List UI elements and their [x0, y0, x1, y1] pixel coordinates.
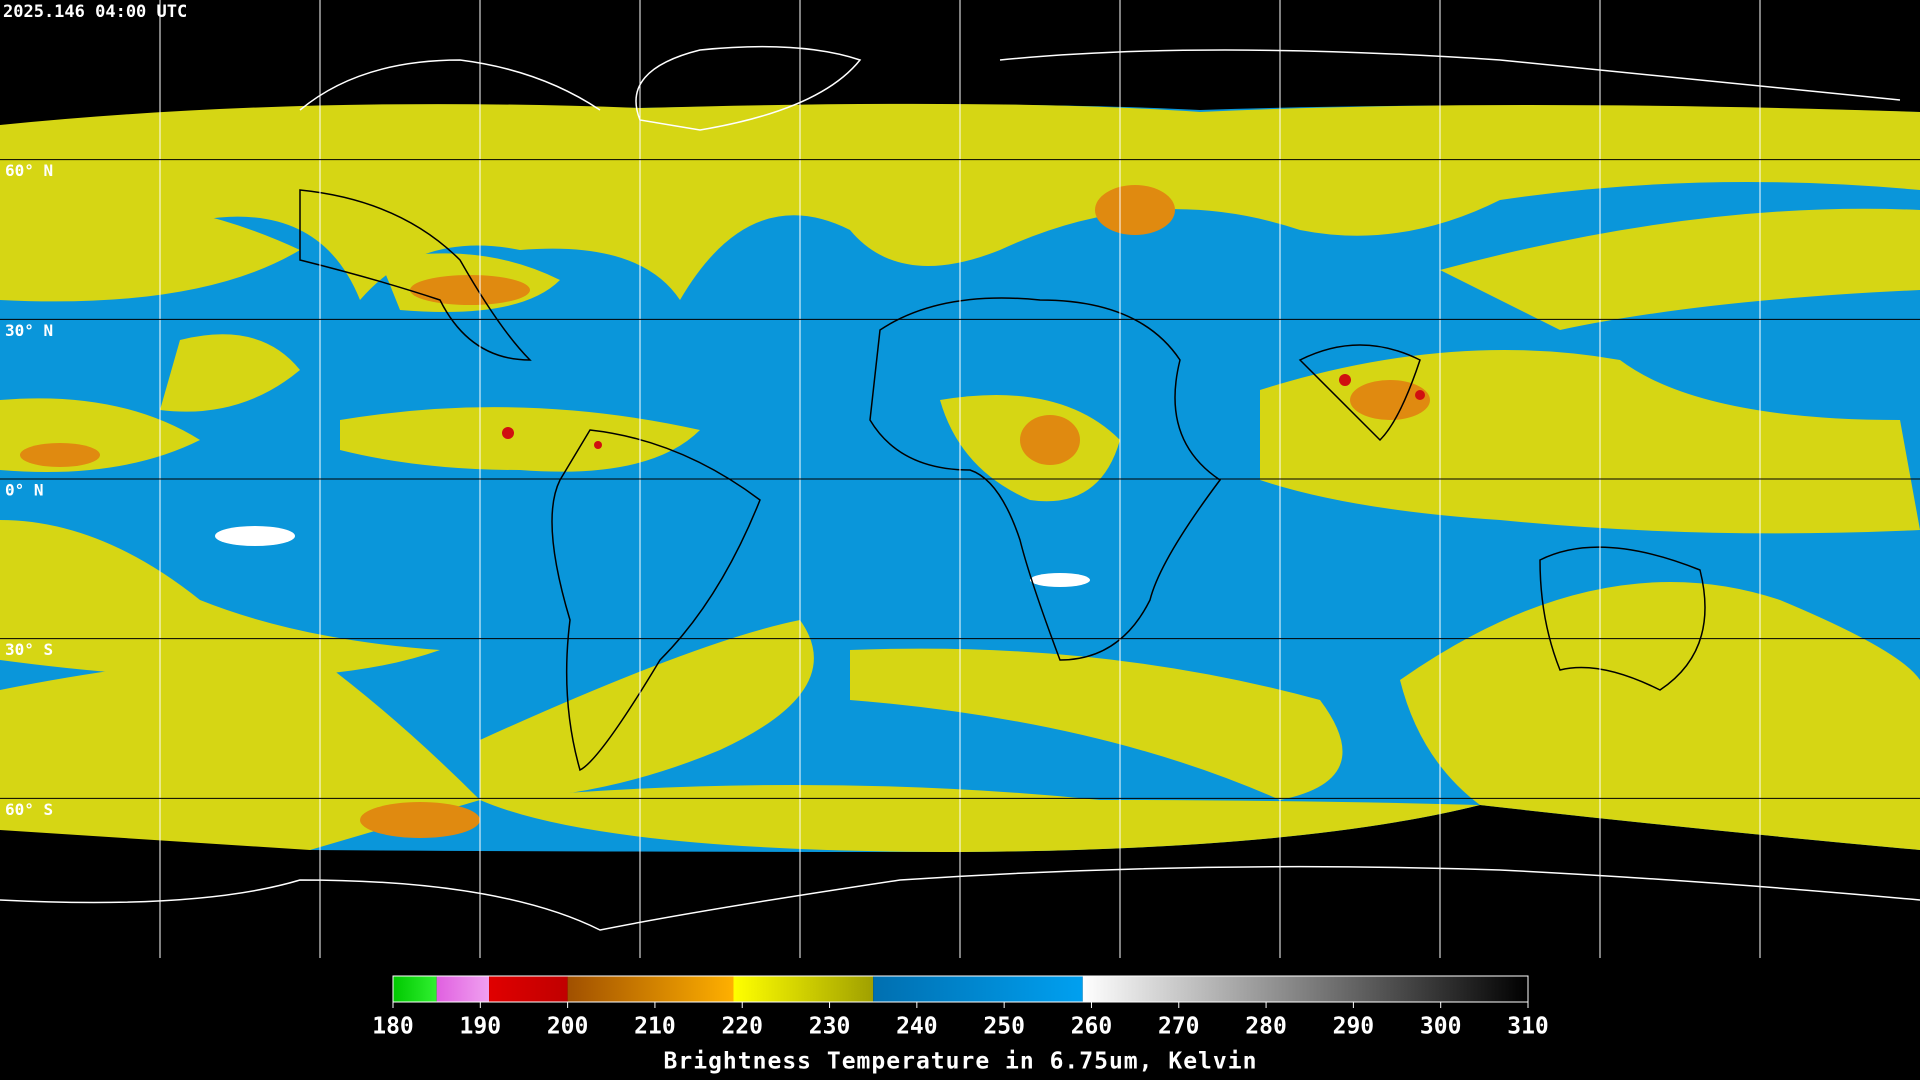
- colorbar-segment: [436, 976, 490, 1002]
- colorbar-tick-label: 300: [1420, 1014, 1462, 1040]
- latitude-label: 60° S: [5, 800, 53, 819]
- colorbar-segment: [873, 976, 1083, 1002]
- latitude-label: 30° S: [5, 640, 53, 659]
- latitude-label: 30° N: [5, 321, 53, 340]
- colorbar-tick-label: 280: [1245, 1014, 1287, 1040]
- colorbar-tick-label: 220: [721, 1014, 763, 1040]
- timestamp: 2025.146 04:00 UTC: [3, 2, 187, 22]
- colorbar: 180 190 200 210 220 230 240 250 260 270 280 290 300 3…: [372, 975, 1549, 1075]
- colorbar-tick-label: 230: [809, 1014, 851, 1040]
- colorbar-segment: [1082, 976, 1528, 1002]
- colorbar-tick-label: 190: [460, 1014, 502, 1040]
- colorbar-tick-label: 200: [547, 1014, 589, 1040]
- colorbar-tick-label: 210: [634, 1014, 676, 1040]
- colorbar-tick-label: 180: [372, 1014, 414, 1040]
- colorbar-segment: [393, 976, 437, 1002]
- colorbar-tick-label: 250: [983, 1014, 1025, 1040]
- colorbar-tick-label: 290: [1333, 1014, 1375, 1040]
- latitude-label: 0° N: [5, 481, 44, 500]
- graticule: 60° N 30° N 0° N 30° S 60° S: [5, 0, 1761, 958]
- colorbar-segment: [567, 976, 734, 1002]
- colorbar-tick-label: 310: [1507, 1014, 1549, 1040]
- cold-cloud-tops: [502, 374, 1425, 449]
- colorbar-tick-label: 240: [896, 1014, 938, 1040]
- colorbar-tick-label: 260: [1071, 1014, 1113, 1040]
- colorbar-label: Brightness Temperature in 6.75um, Kelvin: [664, 1049, 1258, 1075]
- warm-spots: [215, 526, 1090, 587]
- colorbar-frame: [392, 975, 1529, 1003]
- colorbar-tick-label: 270: [1158, 1014, 1200, 1040]
- polar-coastlines: [0, 45, 1920, 931]
- colorbar-segment: [733, 976, 874, 1002]
- dry-cold-spots: [20, 185, 1430, 838]
- colorbar-segment: [489, 976, 568, 1002]
- coastlines: [299, 189, 1706, 772]
- latitude-label: 60° N: [5, 161, 53, 180]
